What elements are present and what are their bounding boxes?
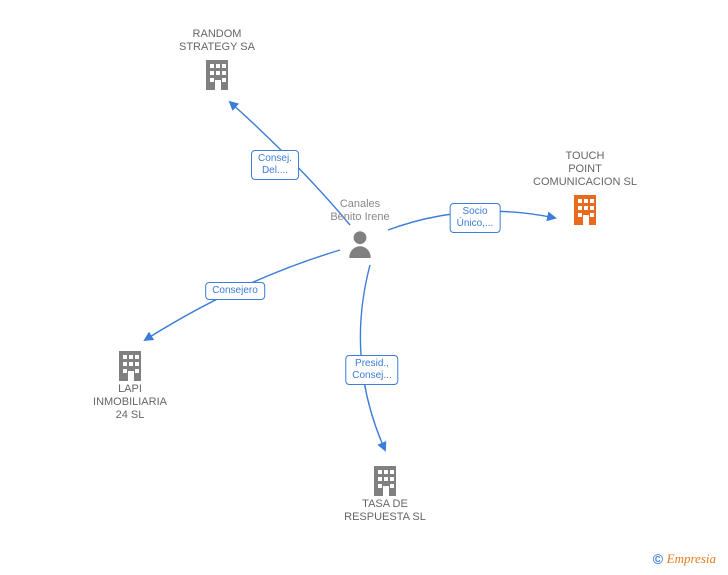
node-label: RANDOM STRATEGY SA [147, 28, 287, 54]
building-icon [200, 58, 234, 92]
person-icon [345, 228, 375, 258]
building-icon [113, 349, 147, 383]
node-label: LAPI INMOBILIARIA 24 SL [60, 383, 200, 422]
edge-label-random: Consej. Del.... [251, 150, 299, 180]
diagram-canvas: © Empresia Consej. Del.... Socio Único,..… [0, 0, 728, 575]
node-label: TASA DE RESPUESTA SL [315, 498, 455, 524]
building-icon [368, 464, 402, 498]
node-tasa[interactable]: TASA DE RESPUESTA SL [315, 460, 455, 524]
brand-name: Empresia [667, 551, 716, 566]
copyright-symbol: © [653, 551, 663, 567]
node-random[interactable]: RANDOM STRATEGY SA [147, 28, 287, 92]
node-touch[interactable]: TOUCH POINT COMUNICACION SL [515, 150, 655, 227]
node-label: Canales Benito Irene [290, 198, 430, 224]
node-lapi[interactable]: LAPI INMOBILIARIA 24 SL [60, 345, 200, 422]
edge-label-tasa: Presid., Consej... [345, 355, 398, 385]
building-icon [568, 193, 602, 227]
node-label: TOUCH POINT COMUNICACION SL [515, 150, 655, 189]
watermark: © Empresia [653, 551, 716, 567]
edge-label-touch: Socio Único,... [450, 203, 501, 233]
edge-label-lapi: Consejero [205, 282, 265, 300]
node-canales[interactable]: Canales Benito Irene [290, 198, 430, 258]
